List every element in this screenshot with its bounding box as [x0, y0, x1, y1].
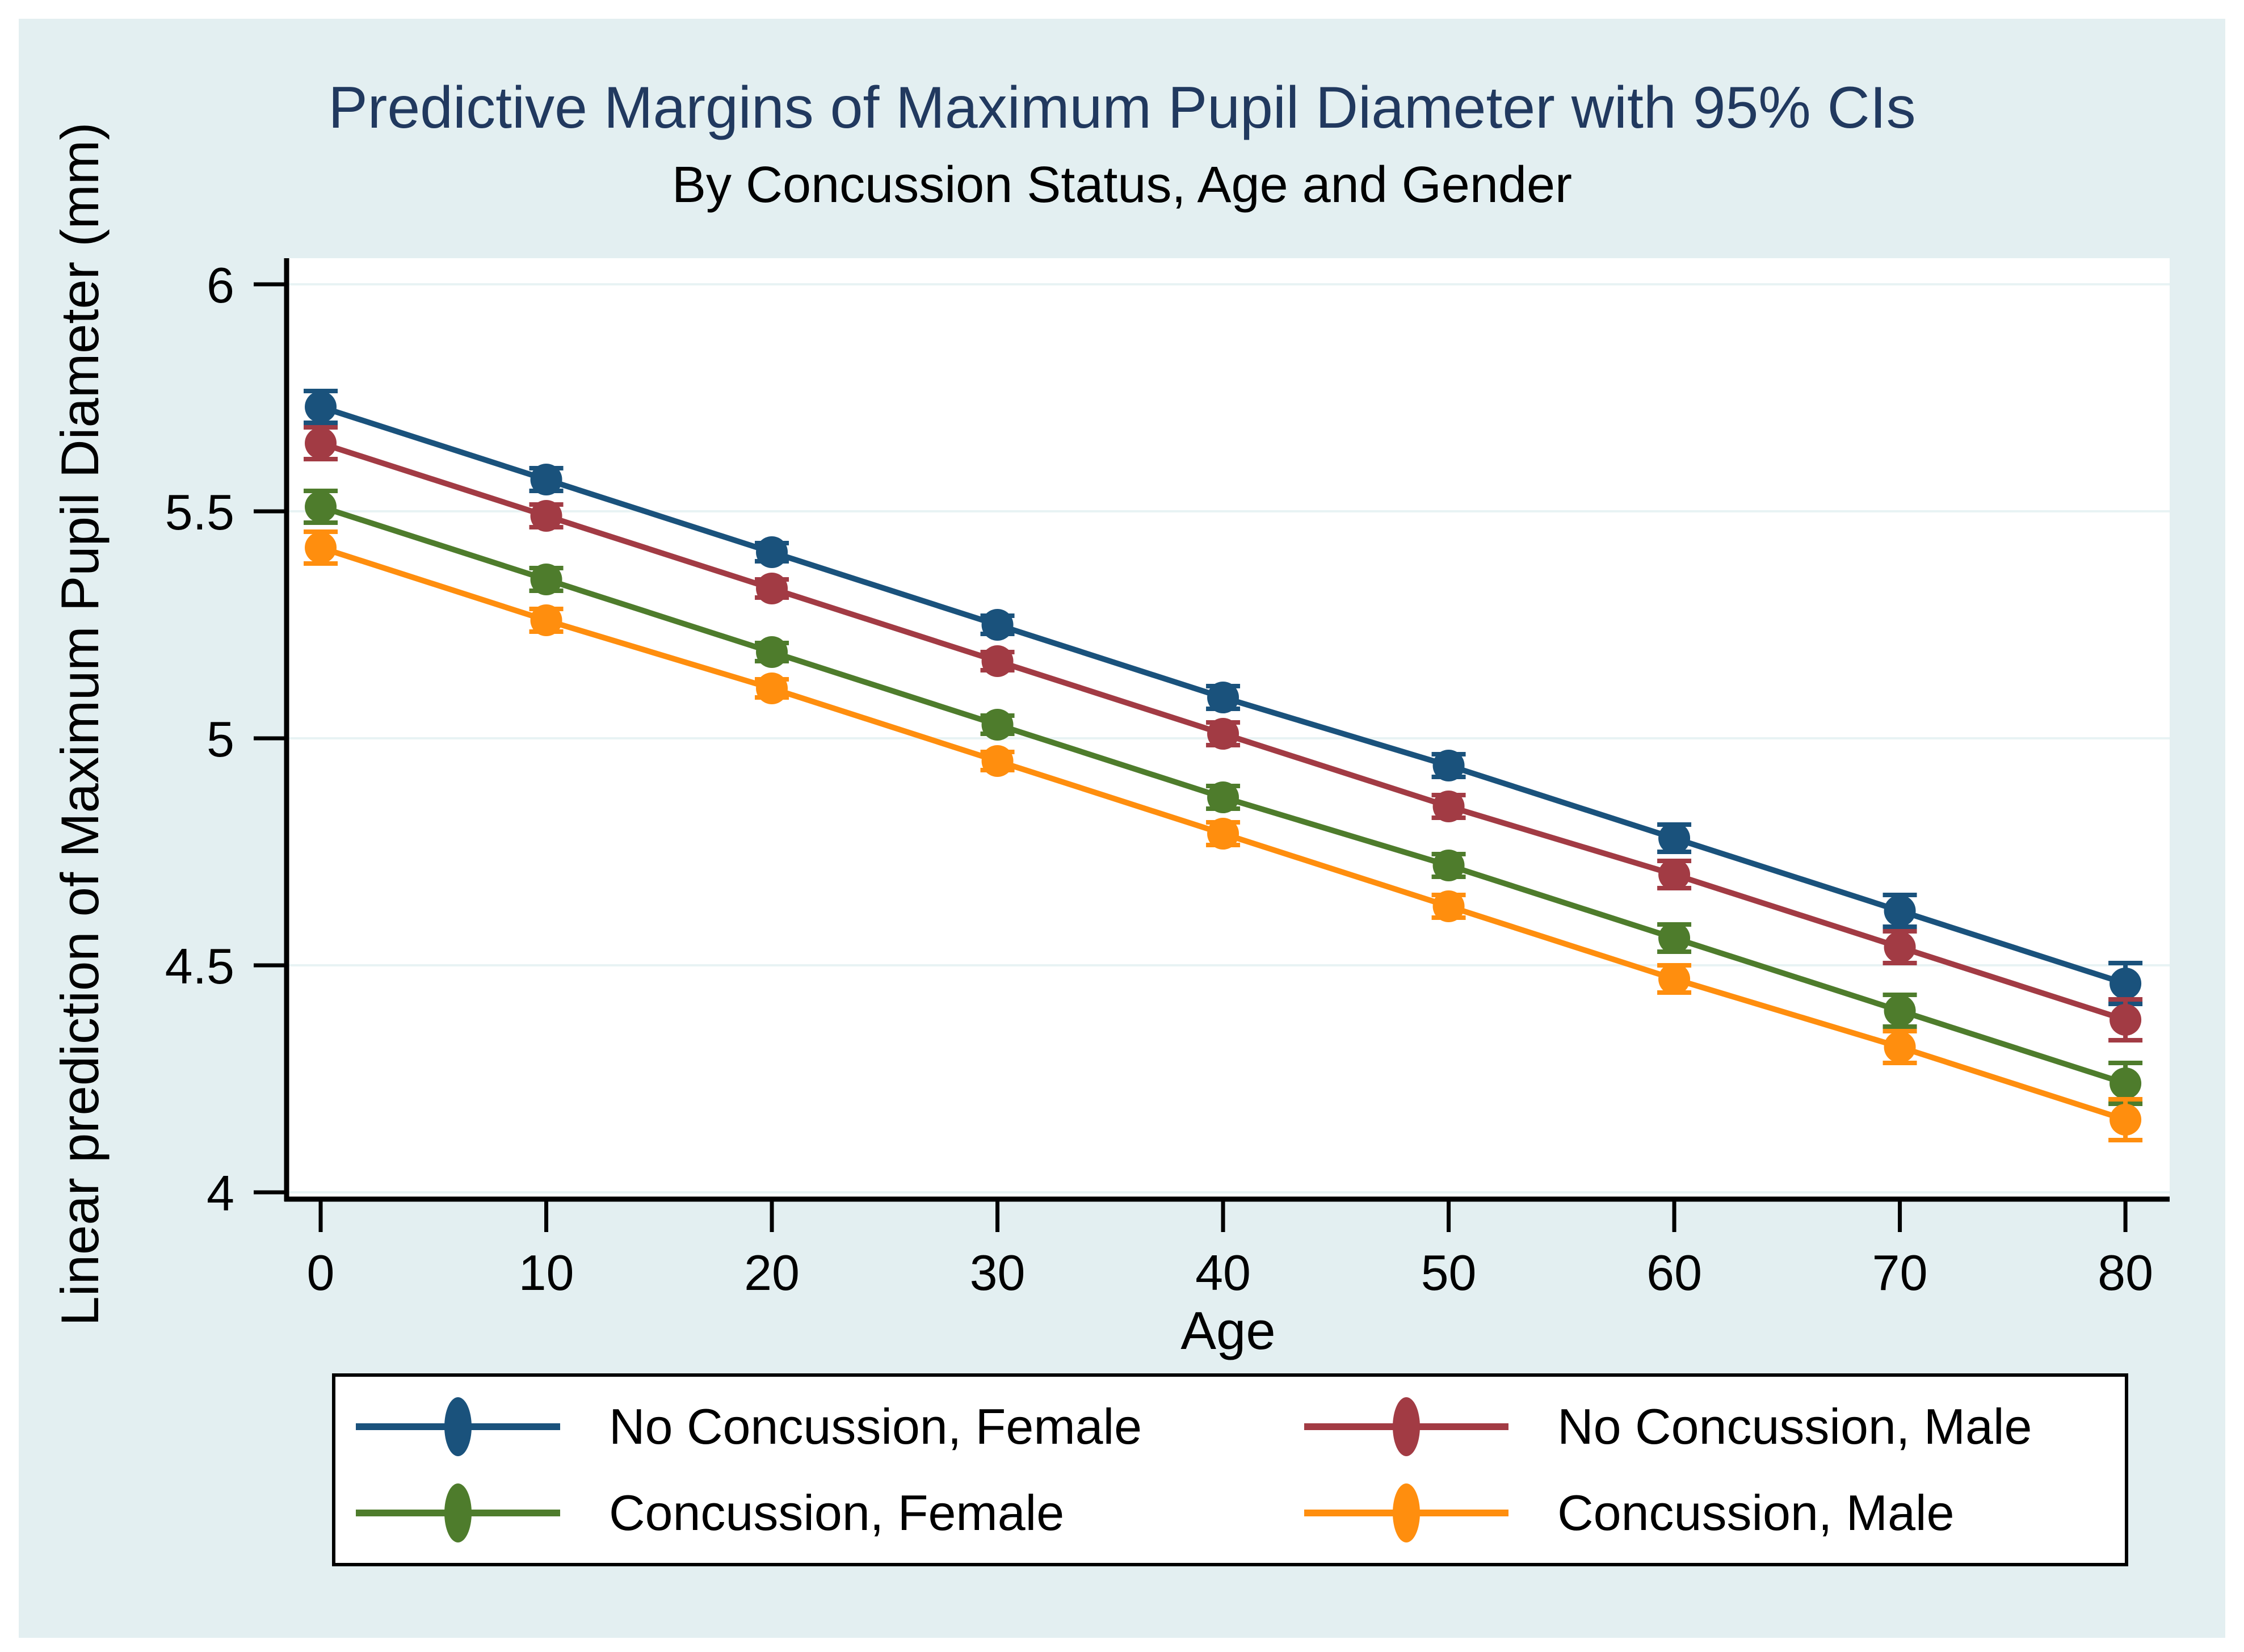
data-point	[756, 672, 788, 704]
x-axis-title: Age	[1180, 1301, 1276, 1360]
data-point	[1658, 963, 1691, 995]
data-point	[1658, 859, 1691, 890]
legend-label: Concussion, Female	[609, 1485, 1065, 1541]
legend-item-1: No Concussion, Male	[1284, 1390, 2125, 1464]
legend-marker-icon	[356, 1397, 560, 1456]
legend-label: Concussion, Male	[1557, 1485, 1955, 1541]
data-point	[2109, 1004, 2142, 1036]
data-point	[530, 564, 562, 595]
x-tick-label: 80	[2098, 1245, 2153, 1301]
data-point	[1207, 818, 1239, 850]
data-point	[2109, 968, 2142, 999]
data-point	[2109, 1104, 2142, 1136]
legend-item-0: No Concussion, Female	[335, 1390, 1284, 1464]
data-point	[2109, 1067, 2142, 1099]
data-point	[756, 636, 788, 668]
chart-canvas: 44.555.560 10 20 30 40 50 60 70 80	[165, 257, 2170, 1301]
data-point	[981, 745, 1014, 777]
data-point	[1884, 931, 1916, 963]
data-point	[305, 532, 337, 564]
y-tick-label: 6	[207, 257, 234, 313]
y-tick-label: 5.5	[165, 484, 234, 540]
legend-marker-icon	[1304, 1483, 1509, 1542]
data-point	[305, 427, 337, 459]
x-tick-label: 50	[1421, 1245, 1477, 1301]
x-tick-label: 20	[744, 1245, 800, 1301]
x-tick-label: 40	[1195, 1245, 1251, 1301]
x-tick-label: 60	[1646, 1245, 1702, 1301]
data-point	[981, 709, 1014, 741]
figure-area: Predictive Margins of Maximum Pupil Diam…	[19, 19, 2225, 1638]
data-point	[1207, 718, 1239, 750]
data-point	[1658, 922, 1691, 954]
data-point	[1207, 781, 1239, 813]
legend-marker-icon	[356, 1483, 560, 1542]
data-point	[1658, 822, 1691, 854]
legend-label: No Concussion, Male	[1557, 1398, 2032, 1455]
chart-title: Predictive Margins of Maximum Pupil Diam…	[328, 75, 1916, 141]
legend-item-2: Concussion, Female	[335, 1476, 1284, 1550]
y-tick-label: 5	[207, 711, 234, 767]
data-point	[530, 604, 562, 636]
data-point	[1432, 750, 1465, 781]
data-point	[1207, 682, 1239, 713]
data-point	[1432, 850, 1465, 881]
data-point	[1432, 791, 1465, 822]
data-point	[530, 500, 562, 532]
data-point	[756, 573, 788, 604]
legend-marker-icon	[1304, 1397, 1509, 1456]
y-tick-label: 4.5	[165, 938, 234, 994]
data-point	[1884, 1031, 1916, 1063]
data-point	[1884, 895, 1916, 927]
data-point	[756, 536, 788, 568]
data-point	[1884, 995, 1916, 1027]
legend-item-3: Concussion, Male	[1284, 1476, 2125, 1550]
x-tick-label: 70	[1872, 1245, 1928, 1301]
data-point	[1432, 890, 1465, 922]
chart-subtitle: By Concussion Status, Age and Gender	[672, 157, 1572, 213]
y-tick-label: 4	[207, 1165, 234, 1221]
x-tick-label: 10	[519, 1245, 574, 1301]
legend-label: No Concussion, Female	[609, 1398, 1142, 1455]
data-point	[981, 645, 1014, 677]
data-point	[981, 609, 1014, 641]
data-point	[305, 391, 337, 423]
data-point	[530, 464, 562, 495]
data-point	[305, 491, 337, 523]
legend: No Concussion, Female No Concussion, Male…	[332, 1373, 2128, 1566]
x-tick-label: 0	[307, 1245, 335, 1301]
x-tick-label: 30	[970, 1245, 1026, 1301]
